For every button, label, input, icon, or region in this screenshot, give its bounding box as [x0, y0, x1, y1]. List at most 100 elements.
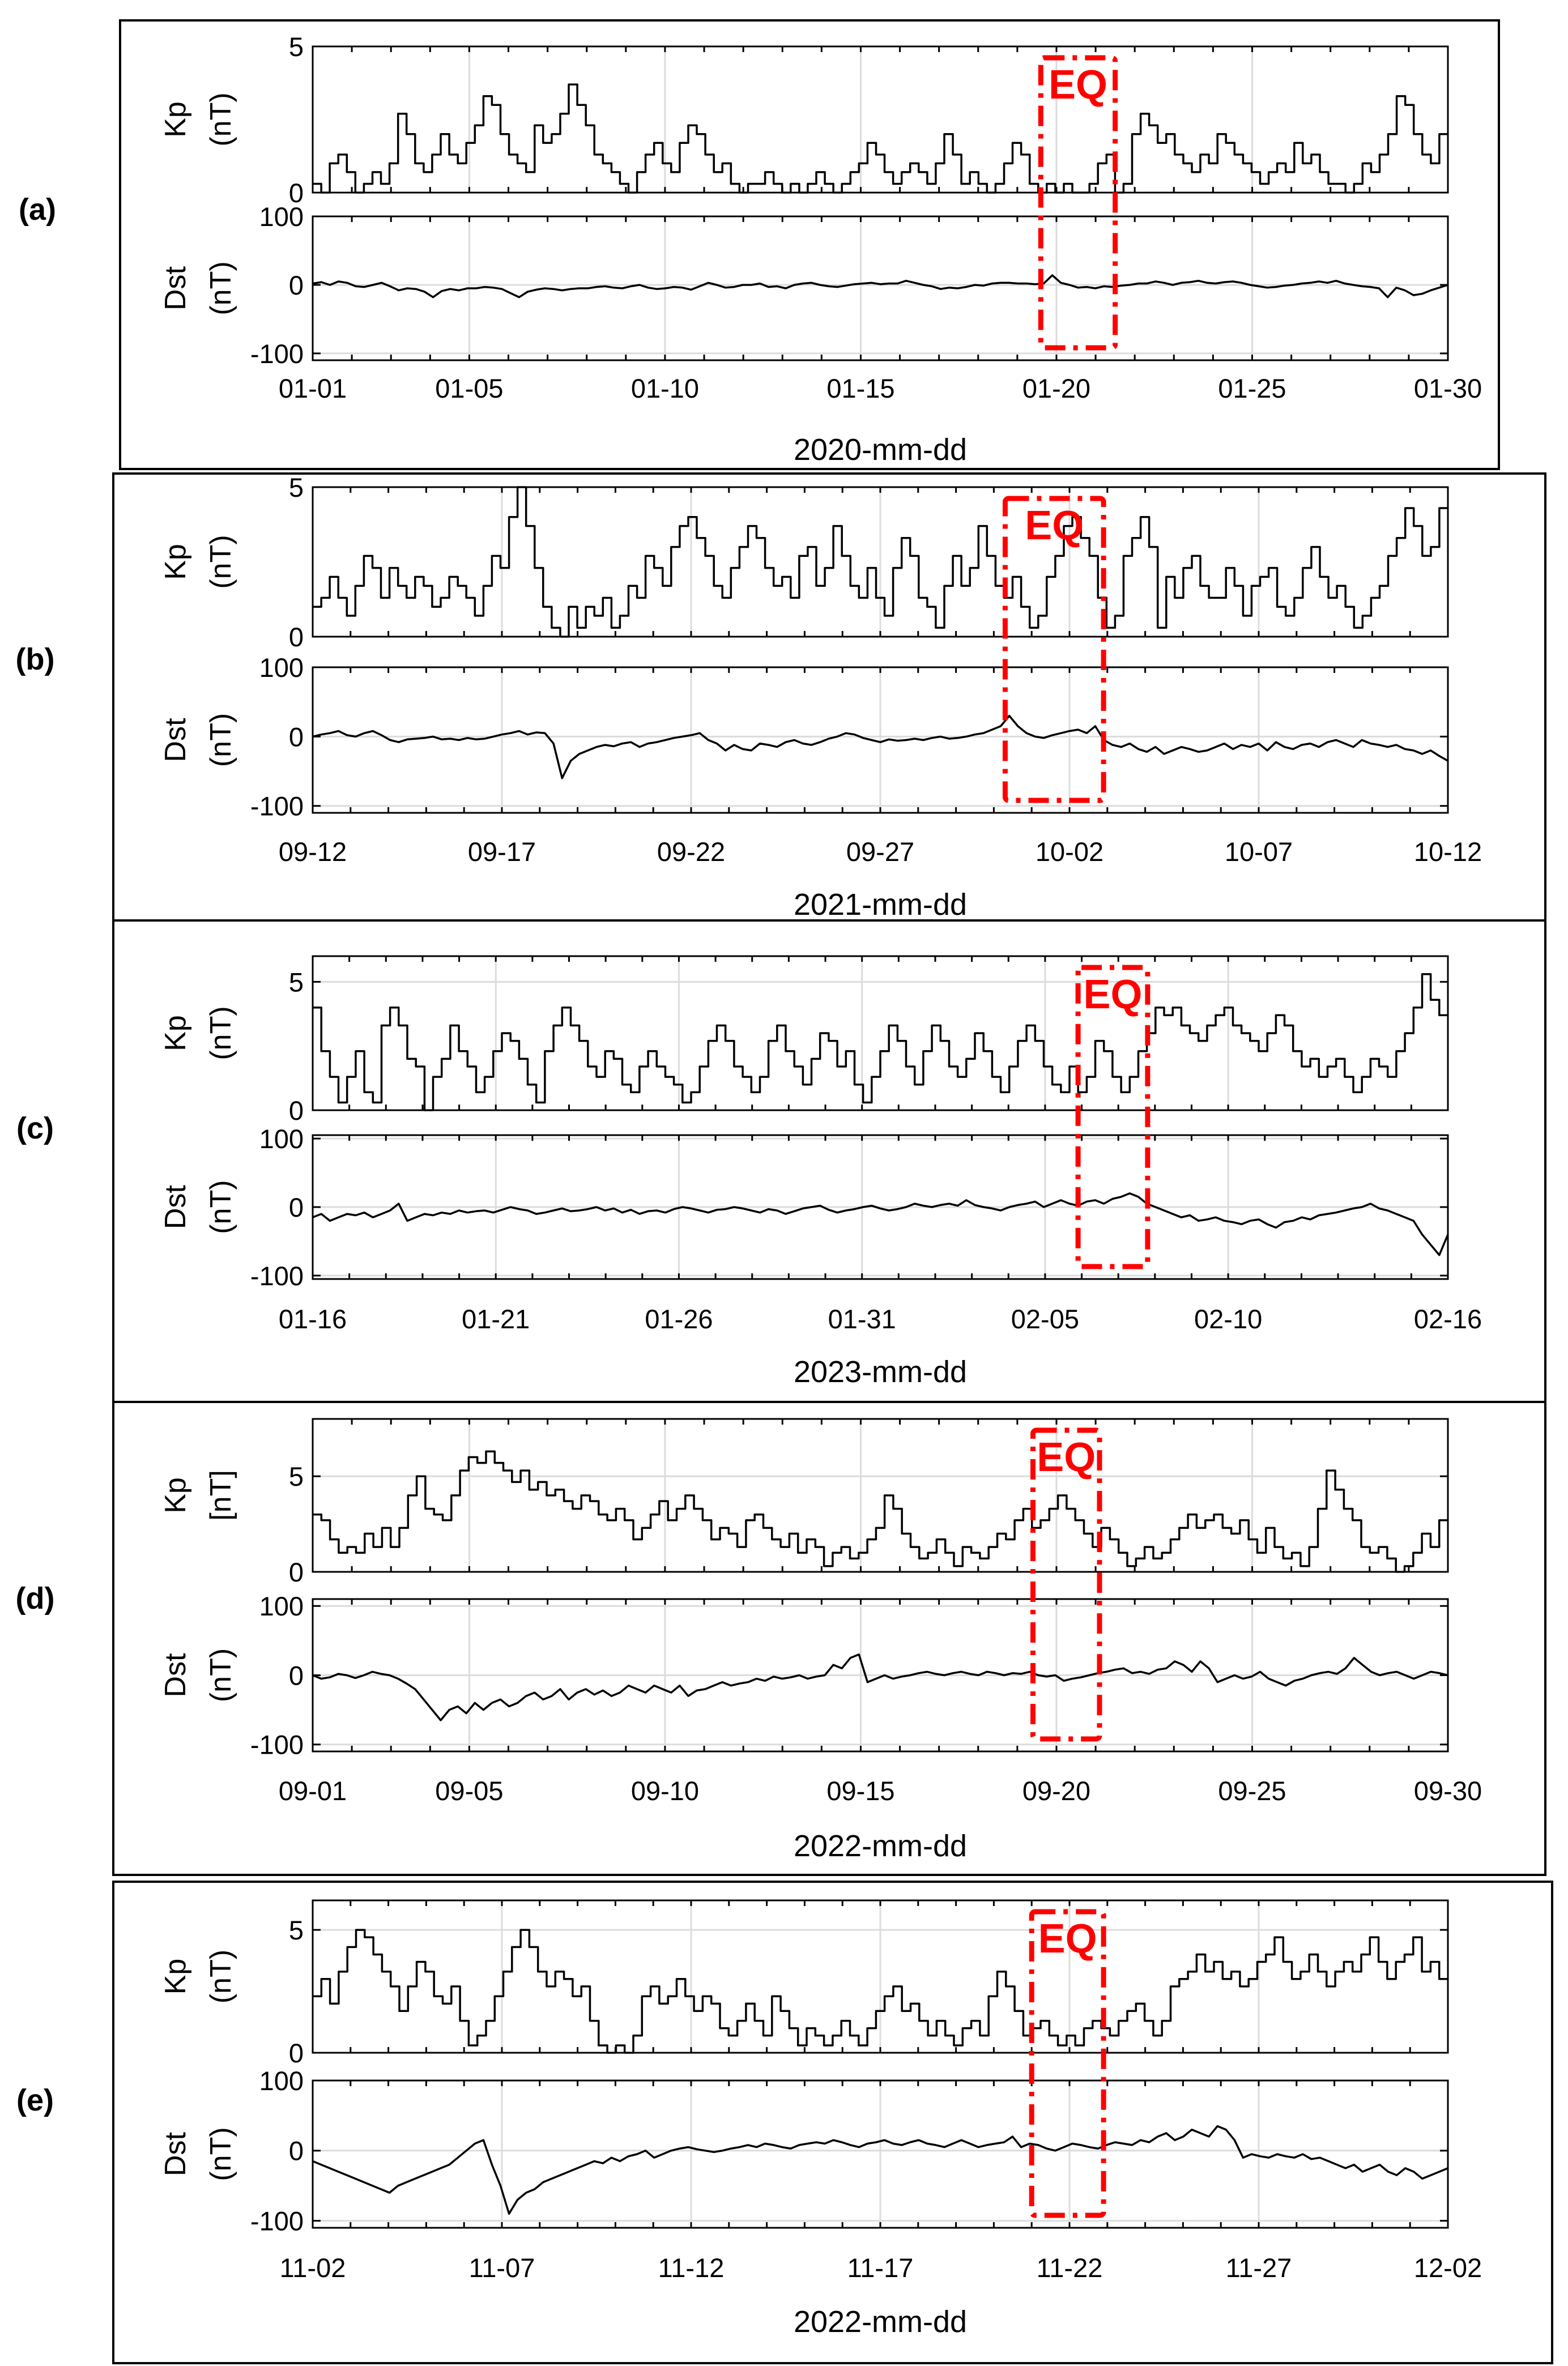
y-tick-label: 0: [289, 722, 304, 752]
panel-frame: [112, 1881, 1553, 2364]
kp-subplot: 0 5 Kp (nT): [159, 472, 1449, 652]
x-tick-label: 02-16: [1414, 1304, 1482, 1334]
kp-yunit: [nT]: [204, 1470, 237, 1521]
kp-yunit: (nT): [204, 92, 237, 146]
y-tick-label: 5: [289, 1915, 304, 1945]
x-tick-label: 01-31: [828, 1304, 896, 1334]
dst-subplot: -100 0 100 Dst (nT): [159, 653, 1449, 821]
x-tick-label: 01-10: [631, 373, 699, 403]
kp-axes-box: [312, 1418, 1449, 1573]
eq-label: EQ: [1037, 1435, 1096, 1480]
y-tick-label: 5: [289, 967, 304, 997]
kp-ylabel: Kp: [159, 1959, 192, 1995]
dst-subplot: -100 0 100 Dst (nT): [159, 2066, 1449, 2236]
dst-yunit: (nT): [204, 261, 237, 315]
kp-axes-box: [312, 955, 1449, 1111]
x-axis-label: 2022-mm-dd: [794, 2305, 967, 2339]
y-tick-label: 5: [289, 32, 304, 62]
panel-label: (b): [16, 642, 55, 676]
x-tick-label: 09-05: [435, 1776, 503, 1806]
kp-ylabel: Kp: [159, 1015, 192, 1051]
x-tick-label: 01-16: [279, 1304, 347, 1334]
x-tick-label: 11-07: [469, 2253, 535, 2283]
x-tick-label: 11-02: [280, 2253, 346, 2283]
x-tick-label: 01-30: [1414, 373, 1482, 403]
dst-axes-box: [312, 215, 1449, 361]
x-tick-label: 01-15: [826, 373, 894, 403]
eq-label: EQ: [1083, 972, 1142, 1017]
dst-series-line: [312, 274, 1448, 299]
x-tick-label: 11-12: [658, 2253, 725, 2283]
kp-ylabel: Kp: [159, 101, 192, 138]
y-tick-label: -100: [250, 791, 304, 821]
y-tick-label: 5: [289, 472, 304, 502]
dst-subplot: -100 0 100 Dst (nT): [159, 202, 1449, 369]
y-tick-label: 0: [289, 1557, 304, 1587]
dst-yunit: (nT): [204, 1648, 237, 1702]
kp-ylabel: Kp: [159, 1477, 192, 1514]
kp-subplot: 0 5 Kp (nT): [159, 1899, 1449, 2068]
dst-yunit: (nT): [204, 1180, 237, 1234]
y-tick-label: -100: [250, 1730, 304, 1760]
x-tick-label: 02-05: [1011, 1304, 1079, 1334]
x-tick-label: 02-10: [1194, 1304, 1262, 1334]
x-axis-label: 2021-mm-dd: [794, 888, 967, 922]
x-tick-label: 11-17: [847, 2253, 914, 2283]
dst-yunit: (nT): [204, 2127, 237, 2181]
y-tick-label: -100: [250, 2206, 304, 2236]
kp-series-line: [313, 486, 1448, 638]
x-tick-label: 09-01: [279, 1776, 347, 1806]
eq-window-box: [1029, 1909, 1106, 2218]
y-tick-label: 100: [259, 1124, 304, 1154]
x-tick-label: 09-12: [279, 837, 347, 867]
y-tick-label: 0: [289, 178, 304, 208]
dst-subplot: -100 0 100 Dst (nT): [159, 1124, 1449, 1291]
x-tick-label: 09-15: [826, 1776, 894, 1806]
x-tick-label: 01-20: [1022, 373, 1090, 403]
panel-d: (d) 0 5 Kp [nT] -100 0 100 Dst (nT) 09-01 09-05 09-1…: [16, 1401, 1546, 1876]
eq-window-box: [1002, 496, 1106, 803]
x-tick-label: 01-26: [645, 1304, 713, 1334]
x-tick-label: 11-27: [1226, 2253, 1292, 2283]
dst-series-line: [312, 2125, 1448, 2215]
dst-ylabel: Dst: [159, 1653, 192, 1698]
y-tick-label: 100: [259, 1591, 304, 1621]
dst-ylabel: Dst: [159, 718, 192, 762]
kp-yunit: (nT): [204, 535, 237, 589]
dst-series-line: [312, 1653, 1448, 1721]
eq-window-box: [1075, 965, 1151, 1269]
y-tick-label: 0: [289, 1660, 304, 1690]
x-tick-label: 09-17: [468, 837, 536, 867]
x-tick-label: 01-25: [1218, 373, 1286, 403]
kp-yunit: (nT): [204, 1006, 237, 1060]
kp-axes-box: [312, 45, 1449, 194]
x-tick-label: 09-25: [1218, 1776, 1286, 1806]
y-tick-label: -100: [250, 1261, 304, 1291]
kp-series-line: [313, 1929, 1448, 2054]
eq-window-box: [1030, 1427, 1102, 1742]
x-tick-label: 10-02: [1036, 837, 1103, 867]
y-tick-label: -100: [250, 339, 304, 369]
eq-label: EQ: [1049, 62, 1107, 108]
x-tick-label: 09-27: [846, 837, 914, 867]
x-tick-label: 09-30: [1414, 1776, 1482, 1806]
dst-series-line: [312, 1192, 1449, 1256]
panel-label: (e): [16, 2083, 54, 2117]
panel-frame: [112, 1401, 1546, 1876]
panel-frame: [119, 19, 1500, 470]
kp-yunit: (nT): [204, 1950, 237, 2003]
panel-label: (a): [19, 193, 56, 227]
kp-subplot: 0 5 Kp [nT]: [159, 1418, 1449, 1587]
dst-ylabel: Dst: [159, 2131, 192, 2176]
y-tick-label: 0: [289, 622, 304, 652]
y-tick-label: 100: [259, 202, 304, 232]
y-tick-label: 100: [259, 653, 304, 683]
kp-ylabel: Kp: [159, 544, 192, 580]
y-tick-label: 0: [289, 2038, 304, 2068]
x-tick-label: 01-01: [279, 373, 347, 403]
x-tick-label: 01-05: [435, 373, 503, 403]
